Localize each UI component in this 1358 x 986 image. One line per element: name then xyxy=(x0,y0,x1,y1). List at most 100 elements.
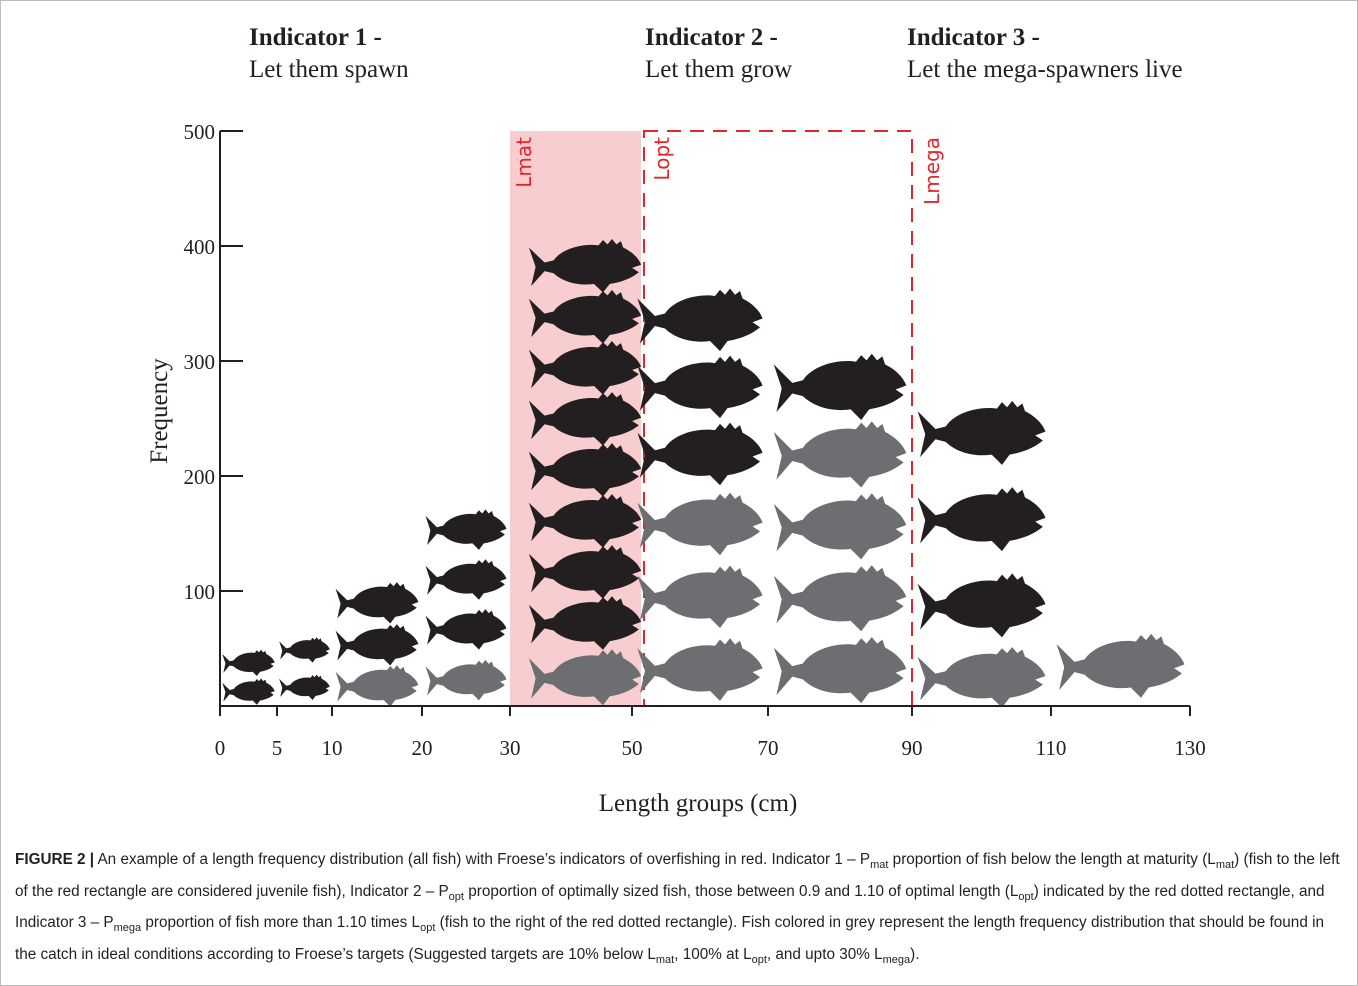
fish-icon xyxy=(637,565,763,629)
fish-icon xyxy=(335,665,419,707)
fish-stack xyxy=(528,238,642,650)
caption-text: proportion of fish below the length at m… xyxy=(888,851,1216,868)
fish-icon xyxy=(425,659,507,701)
fish-icon xyxy=(528,545,642,599)
x-tick-label: 30 xyxy=(500,736,521,760)
fish-icon xyxy=(773,565,907,632)
fish-icon xyxy=(425,609,507,650)
x-tick-label: 130 xyxy=(1174,736,1206,760)
fish-icon xyxy=(528,596,642,650)
indicator-subtitle: Let the mega-spawners live xyxy=(907,56,1183,83)
fish-icon xyxy=(773,421,907,488)
indicator-title: Indicator 3 - xyxy=(907,24,1040,51)
x-tick-label: 0 xyxy=(215,736,226,760)
fish-stack xyxy=(917,647,1046,708)
caption-text: ) indicated by the red dotted rectangle,… xyxy=(15,882,1325,932)
caption-text: ) (fish to the left of the red rectangle… xyxy=(15,851,1340,900)
caption-text: ). xyxy=(910,945,920,963)
indicator-title: Indicator 1 - xyxy=(249,24,382,51)
caption-text: An example of a length frequency distrib… xyxy=(94,851,871,868)
marker-label: Lopt xyxy=(650,137,674,181)
fish-stack xyxy=(1056,633,1185,698)
y-tick-label: 300 xyxy=(184,350,216,374)
fish-stack xyxy=(528,649,642,706)
fish-stack xyxy=(335,665,419,707)
fish-icon xyxy=(637,288,763,352)
x-tick-label: 70 xyxy=(758,736,779,760)
caption-subscript: opt xyxy=(1018,890,1034,903)
fish-icon xyxy=(637,492,763,556)
fish-icon xyxy=(917,487,1046,552)
fish-icon xyxy=(528,290,642,344)
fish-stack xyxy=(773,421,907,704)
x-tick-label: 110 xyxy=(1036,736,1067,760)
caption: FIGURE 2 | An example of a length freque… xyxy=(15,847,1345,974)
chart: Indicator 1 - Let them spawn Indicator 2 -… xyxy=(146,24,1206,817)
y-tick-label: 200 xyxy=(184,465,216,489)
fish-stack xyxy=(425,509,507,650)
fish-icon xyxy=(528,494,642,548)
x-tick-label: 50 xyxy=(622,736,643,760)
indicator-subtitle: Let them grow xyxy=(645,56,792,83)
fish-stack xyxy=(335,582,419,666)
fish-icon xyxy=(528,238,642,293)
fish-stack xyxy=(773,353,907,420)
fish-stack xyxy=(222,649,275,705)
x-tick-label: 90 xyxy=(902,736,923,760)
y-axis-label: Frequency xyxy=(146,358,173,464)
x-axis-label: Length groups (cm) xyxy=(599,790,798,817)
fish-icon xyxy=(425,559,507,600)
fish-icon xyxy=(222,649,275,676)
fish-stack xyxy=(637,492,763,701)
caption-text: (fish to the right of the red dotted rec… xyxy=(15,914,1324,963)
fish-stack xyxy=(279,637,330,700)
y-tick-label: 400 xyxy=(184,235,216,259)
caption-subscript: mega xyxy=(113,922,142,935)
y-tick-label: 100 xyxy=(184,580,216,604)
caption-label: FIGURE 2 | xyxy=(15,851,95,868)
fish-icon xyxy=(335,582,419,624)
fish-icon xyxy=(773,493,907,560)
marker-label: Lmat xyxy=(512,137,536,188)
fish-icon xyxy=(528,392,642,446)
caption-subscript: opt xyxy=(420,922,436,935)
caption-subscript: mat xyxy=(870,859,889,872)
caption-subscript: mat xyxy=(655,953,675,966)
fish-icon xyxy=(773,636,907,704)
fish-stack xyxy=(917,400,1046,638)
fish-icon xyxy=(425,509,507,550)
marker-label: Lmega xyxy=(920,137,944,205)
fish-icon xyxy=(279,637,330,663)
fish-icon xyxy=(335,624,419,666)
caption-text: proportion of optimally sized fish, thos… xyxy=(463,882,1019,900)
x-tick-label: 5 xyxy=(272,736,283,760)
x-tick-label: 20 xyxy=(412,736,433,760)
fish-icon xyxy=(917,573,1046,638)
fish-icon xyxy=(917,400,1046,465)
caption-subscript: opt xyxy=(448,890,464,903)
fish-icon xyxy=(528,443,642,497)
caption-subscript: mat xyxy=(1215,859,1235,872)
fish-icon xyxy=(637,638,763,701)
y-tick-label: 500 xyxy=(184,120,216,144)
fish-icon xyxy=(773,353,907,420)
fish-icon xyxy=(279,674,330,700)
caption-text: , and upto 30% L xyxy=(766,945,883,963)
x-tick-label: 10 xyxy=(322,736,343,760)
fish-stack xyxy=(425,659,507,701)
caption-text: proportion of fish more than 1.10 times … xyxy=(141,914,421,932)
fish-icon xyxy=(917,647,1046,708)
indicator-subtitle: Let them spawn xyxy=(249,56,409,83)
caption-subscript: opt xyxy=(751,953,767,966)
fish-icon xyxy=(528,649,642,706)
fish-icon xyxy=(1056,633,1185,698)
fish-icon xyxy=(637,422,763,486)
fish-icon xyxy=(222,678,275,705)
fish-icon xyxy=(528,341,642,395)
indicator-title: Indicator 2 - xyxy=(645,24,778,51)
fish-stack xyxy=(637,288,763,486)
caption-subscript: mega xyxy=(882,953,911,966)
caption-text: , 100% at L xyxy=(674,945,752,963)
fish-icon xyxy=(637,355,763,419)
